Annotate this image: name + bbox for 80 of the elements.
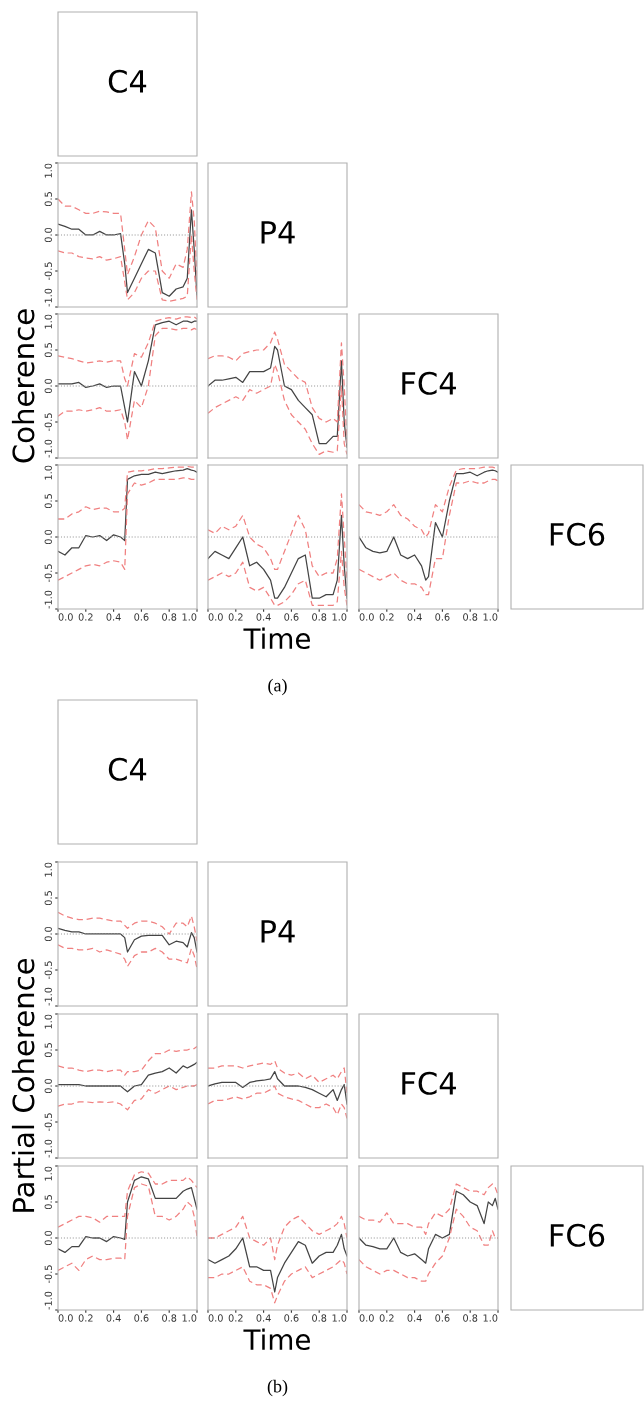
x-tick-label: 0.8	[162, 613, 177, 621]
y-tick-label: 1.0	[44, 862, 52, 877]
x-tick-label: 0.6	[435, 613, 450, 621]
x-tick-label: 0.2	[228, 613, 243, 621]
y-tick-label: -0.5	[44, 1265, 52, 1284]
y-tick-label: -0.5	[44, 564, 52, 583]
x-tick-label: 0.0	[208, 613, 223, 621]
text: (b)	[267, 1379, 288, 1397]
x-tick-label: 0.4	[106, 1314, 121, 1322]
x-tick-label: 0.6	[435, 1314, 450, 1322]
y-tick-label: 0.0	[44, 926, 52, 942]
y-tick-label: -1.0	[44, 590, 52, 609]
text: P4	[261, 920, 295, 943]
x-tick-label: 0.0	[58, 613, 73, 621]
y-tick-label: 0.5	[44, 343, 52, 358]
x-tick-label: 0.4	[106, 613, 121, 621]
y-tick-label: 1.0	[44, 314, 52, 329]
y-tick-label: 0.5	[44, 1195, 52, 1210]
x-tick-label: 0.4	[256, 1314, 271, 1322]
x-tick-label: 1.0	[182, 1314, 197, 1322]
text: C4	[108, 757, 147, 781]
x-tick-label: 0.4	[256, 613, 271, 621]
y-tick-label: 0.0	[44, 1078, 52, 1094]
text: FC6	[550, 522, 605, 546]
x-tick-label: 0.8	[162, 1314, 177, 1322]
y-tick-label: 1.0	[44, 163, 52, 178]
y-tick-label: -0.5	[44, 961, 52, 980]
y-tick-label: 0.0	[44, 529, 52, 545]
x-tick-label: 0.8	[463, 613, 478, 621]
x-tick-label: 0.6	[134, 1314, 149, 1322]
x-tick-label: 1.0	[182, 613, 197, 621]
x-tick-label: 1.0	[483, 1314, 498, 1322]
y-tick-label: -1.0	[44, 1139, 52, 1158]
x-tick-label: 0.2	[78, 1314, 93, 1322]
text: FC4	[402, 371, 456, 395]
y-tick-label: -1.0	[44, 1291, 52, 1310]
x-tick-label: 0.4	[407, 613, 422, 621]
x-tick-label: 0.0	[58, 1314, 73, 1322]
x-tick-label: 0.2	[228, 1314, 243, 1322]
x-tick-label: 0.8	[463, 1314, 478, 1322]
x-tick-label: 1.0	[332, 613, 347, 621]
y-tick-label: -1.0	[44, 439, 52, 458]
y-tick-label: 1.0	[44, 1014, 52, 1029]
x-tick-label: 0.8	[312, 613, 327, 621]
y-tick-label: 0.5	[44, 891, 52, 906]
x-tick-label: 0.6	[134, 613, 149, 621]
y-tick-label: 0.0	[44, 1230, 52, 1246]
y-tick-label: 0.0	[44, 227, 52, 243]
text: C4	[108, 69, 147, 93]
y-axis-title: Partial Coherence	[11, 958, 35, 1212]
text: FC4	[402, 1071, 456, 1095]
y-tick-label: 1.0	[44, 465, 52, 480]
y-tick-label: -1.0	[44, 288, 52, 307]
y-tick-label: 0.5	[44, 1043, 52, 1058]
y-tick-label: 0.0	[44, 378, 52, 394]
y-tick-label: 0.5	[44, 192, 52, 207]
x-tick-label: 0.6	[284, 613, 299, 621]
y-tick-label: -0.5	[44, 1113, 52, 1132]
x-tick-label: 0.0	[359, 613, 374, 621]
text: P4	[261, 221, 295, 244]
x-tick-label: 0.4	[407, 1314, 422, 1322]
y-tick-label: 1.0	[44, 1166, 52, 1181]
y-tick-label: -0.5	[44, 413, 52, 432]
x-tick-label: 0.2	[78, 613, 93, 621]
x-tick-label: 1.0	[332, 1314, 347, 1322]
y-tick-label: 0.5	[44, 494, 52, 509]
x-tick-label: 0.6	[284, 1314, 299, 1322]
y-axis-title: Coherence	[11, 309, 35, 463]
x-axis-title: Time	[243, 1328, 311, 1351]
x-tick-label: 1.0	[483, 613, 498, 621]
x-tick-label: 0.0	[208, 1314, 223, 1322]
y-tick-label: -0.5	[44, 262, 52, 281]
x-axis-title: Time	[243, 627, 311, 650]
y-tick-label: -1.0	[44, 987, 52, 1006]
text: (a)	[268, 678, 287, 696]
x-tick-label: 0.2	[379, 1314, 394, 1322]
text: FC6	[550, 1223, 605, 1247]
x-tick-label: 0.2	[379, 613, 394, 621]
x-tick-label: 0.0	[359, 1314, 374, 1322]
x-tick-label: 0.8	[312, 1314, 327, 1322]
